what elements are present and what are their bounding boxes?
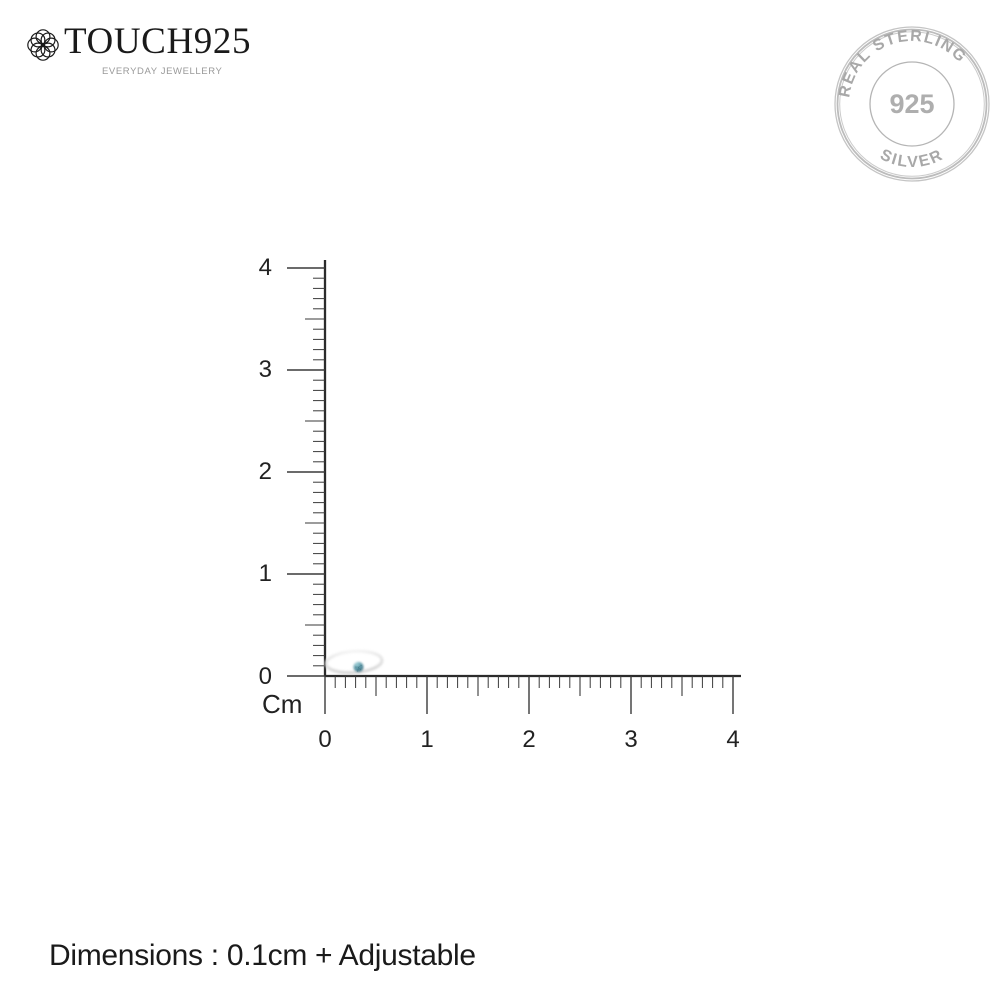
- svg-text:4: 4: [259, 254, 272, 281]
- svg-text:3: 3: [259, 356, 272, 383]
- svg-text:Cm: Cm: [262, 689, 302, 719]
- svg-text:0: 0: [259, 663, 272, 690]
- svg-text:4: 4: [726, 726, 739, 753]
- svg-text:1: 1: [259, 560, 272, 587]
- svg-text:2: 2: [522, 726, 535, 753]
- svg-text:3: 3: [624, 726, 637, 753]
- svg-text:2: 2: [259, 458, 272, 485]
- svg-text:0: 0: [318, 726, 331, 753]
- svg-text:1: 1: [420, 726, 433, 753]
